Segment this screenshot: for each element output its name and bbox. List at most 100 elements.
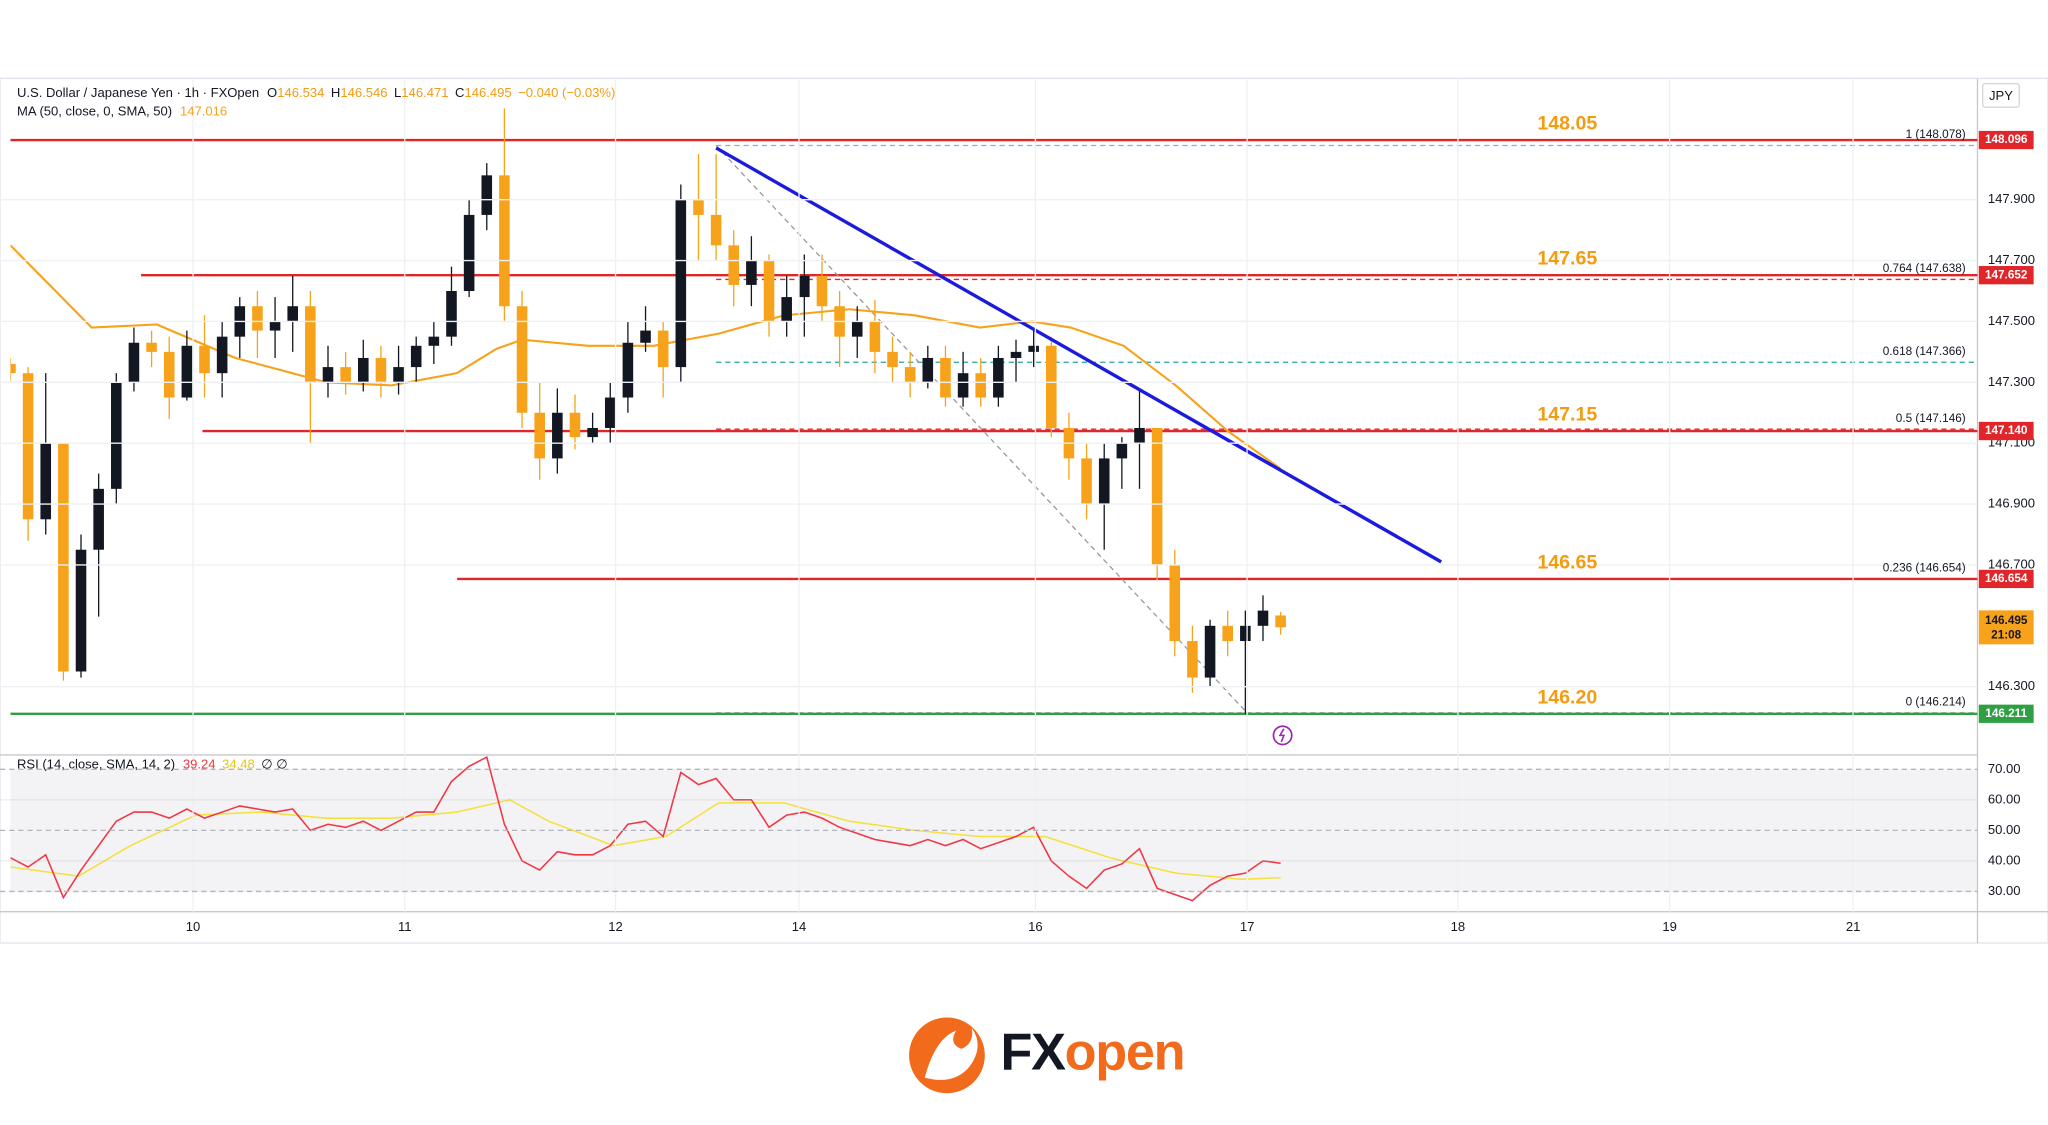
candle-body [1046,345,1057,428]
y-tick-label: 147.300 [1988,374,2035,389]
rsi-legend-part: ∅ ∅ [261,757,287,772]
candle-body [216,336,228,374]
last-price: 146.495 [1985,614,2028,627]
price-box-label: 147.140 [1985,424,2028,437]
ma-legend-part: 147.016 [180,104,227,119]
candle-body [1028,345,1039,352]
candle-body [75,549,87,672]
level-text: 147.65 [1537,248,1597,270]
candle-body [1134,427,1145,444]
rsi-legend: RSI (14, close, SMA, 14, 2) 39.24 34.48 ∅ ∅ [17,757,288,772]
price-box [1978,130,2034,150]
candle-body [746,260,757,285]
level-text: 146.20 [1537,686,1597,708]
candle-body [675,199,687,368]
candle-body [393,367,404,383]
candle-body [1257,610,1269,626]
bar-timer: 21:08 [1991,628,2022,641]
candle-body [728,245,740,285]
candle-body [940,357,951,398]
x-tick-label: 19 [1662,919,1677,934]
candle-body [287,306,299,322]
rsi-line [10,755,1281,902]
candle-body [163,351,175,398]
candle-body [1169,564,1181,642]
candle-body [199,345,210,374]
candle-body [869,321,881,352]
x-tick-label: 14 [792,919,807,934]
fib-label: 0 (146.214) [1906,696,1966,709]
header-legend-part: 146.495 [464,85,511,100]
header-legend-part: O [267,85,277,100]
fib-label: 0.5 (147.146) [1896,412,1966,425]
header-legend-part: 146.546 [340,85,387,100]
fib-label: 0.236 (146.654) [1883,562,1966,575]
candle-body [957,373,969,398]
candle-body [1010,351,1022,358]
candle-body [1081,458,1092,505]
candle-body [781,297,792,322]
candle-body [40,443,52,520]
price-box-label: 148.096 [1985,133,2028,146]
x-tick-label: 11 [398,919,412,934]
candle-body [375,357,387,383]
candle-body [851,321,863,337]
candle-body [975,373,987,398]
candle-body [10,364,16,374]
price-box [1978,421,2034,441]
rsi-legend-part: 34.48 [222,757,255,772]
level-text: 146.65 [1537,551,1597,573]
rsi-legend-part: 39.24 [183,757,216,772]
candle-body [1222,625,1234,642]
fib-label: 1 (148.078) [1906,128,1966,141]
price-box [1978,569,2034,589]
ma-line [10,244,1282,470]
candle-body [1116,443,1128,459]
ma-legend-part: MA (50, close, 0, SMA, 50) [17,104,172,119]
candle-body [799,275,810,298]
y-tick-label: 147.700 [1988,252,2035,267]
currency-box [1982,82,2020,108]
level-text: 148.05 [1537,113,1597,135]
y-tick-label: 147.900 [1988,191,2035,206]
candle-body [1187,641,1198,678]
candle-body [322,367,334,383]
x-tick-label: 21 [1846,919,1861,934]
candle-body [93,488,104,550]
rsi-sma-line [10,799,1281,881]
rsi-tick-label: 70.00 [1988,761,2021,776]
ma-legend: MA (50, close, 0, SMA, 50) 147.016 [17,104,227,119]
candle-body [604,397,616,428]
candle-body [305,306,316,383]
price-box [1978,704,2034,723]
brand-open: open [1065,1023,1185,1081]
candle-body [1204,625,1216,678]
candle-body [357,357,369,383]
candle-body [499,175,510,307]
candle-body [516,306,528,413]
y-tick-label: 147.500 [1988,313,2035,328]
rsi-tick-label: 60.00 [1988,791,2021,806]
header-legend-part: C [455,85,464,100]
candle-body [640,330,651,343]
x-tick-label: 10 [186,919,201,934]
rsi-legend-part: RSI (14, close, SMA, 14, 2) [17,757,175,772]
candle-body [816,275,828,307]
candle-body [904,367,916,383]
rsi-tick-label: 50.00 [1988,822,2021,837]
header-legend-part: L [394,85,401,100]
candle-body [340,367,351,383]
candle-body [428,336,440,346]
price-box [1978,266,2034,285]
candle-body [693,199,704,215]
y-tick-label: 146.700 [1988,556,2035,571]
event-icon [1272,725,1293,746]
header-legend: U.S. Dollar / Japanese Yen · 1h · FXOpen… [17,85,615,100]
logo-dragon [924,1027,978,1080]
event-bolt [1278,728,1286,743]
x-tick-label: 16 [1028,919,1043,934]
x-tick-label: 18 [1451,919,1466,934]
header-legend-part: 146.534 [277,85,324,100]
candle-body [1098,458,1110,505]
